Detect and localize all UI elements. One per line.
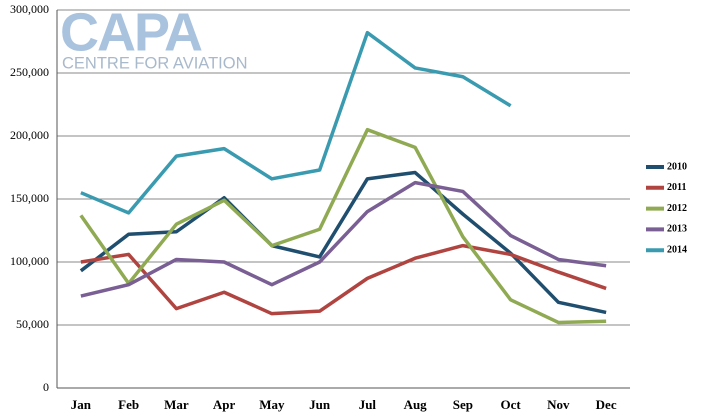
x-tick-label: Jul	[359, 397, 377, 412]
x-tick-label: Jun	[309, 397, 331, 412]
legend-label: 2010	[667, 161, 687, 172]
series-line	[80, 30, 512, 215]
y-tick-label: 50,000	[16, 317, 49, 331]
legend-label: 2013	[667, 224, 687, 235]
x-tick-label: Nov	[547, 397, 570, 412]
legend-label: 2012	[667, 203, 687, 214]
y-tick-label: 250,000	[10, 65, 49, 79]
legend-label: 2014	[667, 244, 687, 255]
y-tick-label: 300,000	[10, 2, 49, 16]
y-tick-label: 0	[43, 380, 49, 394]
logo-title: CAPA	[60, 2, 202, 62]
y-tick-label: 150,000	[10, 191, 49, 205]
x-tick-label: Feb	[118, 397, 139, 412]
legend-label: 2011	[667, 182, 686, 193]
x-tick-label: Jan	[71, 397, 92, 412]
x-tick-label: Apr	[213, 397, 236, 412]
y-tick-label: 200,000	[10, 128, 49, 142]
x-tick-label: May	[259, 397, 285, 412]
logo-subtitle: CENTRE FOR AVIATION	[62, 54, 248, 72]
series-line	[80, 243, 607, 316]
series-line	[80, 180, 607, 298]
x-tick-label: Dec	[596, 397, 617, 412]
x-tick-label: Aug	[404, 397, 428, 412]
x-tick-label: Sep	[453, 397, 473, 412]
series-line	[79, 127, 607, 325]
x-tick-label: Mar	[164, 397, 189, 412]
y-tick-label: 100,000	[10, 254, 49, 268]
x-tick-label: Oct	[501, 397, 522, 412]
